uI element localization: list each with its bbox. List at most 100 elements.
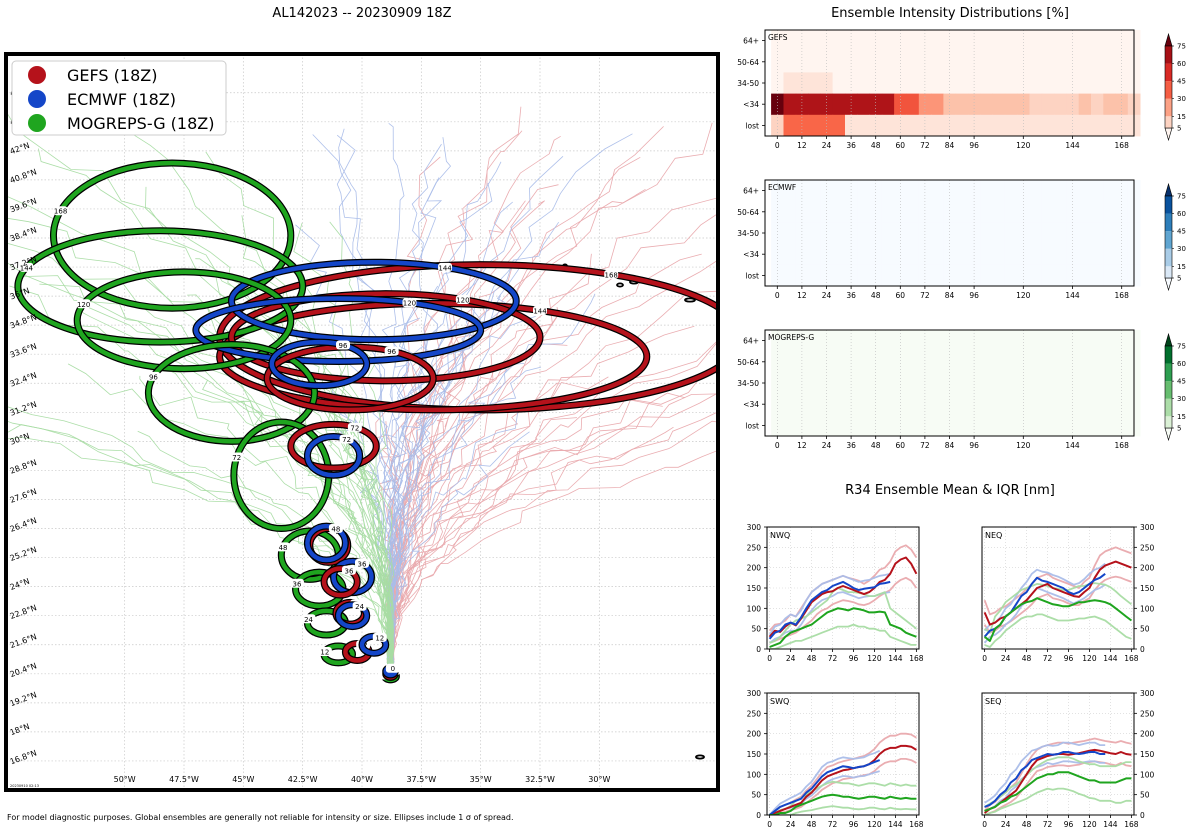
ellipse-gefs-120h: 120 [227, 290, 544, 385]
map-lat-tick: 26.4°N [9, 516, 38, 534]
heatmap-cell [857, 72, 870, 94]
colorbar-tick-label: 30 [1177, 95, 1186, 103]
heatmap-cell [894, 351, 907, 373]
ellipse-hour-label: 36 [344, 567, 353, 575]
ellipse-label-box [339, 434, 354, 444]
ellipse-hour-label: 144 [20, 264, 34, 272]
r34-ytick-label: 100 [1140, 604, 1155, 613]
ellipse-hour-label: 168 [54, 208, 67, 216]
heatmap-cell [881, 372, 895, 394]
heatmap-cell [783, 201, 797, 223]
heatmap-cell [1103, 201, 1116, 223]
heatmap-cell [771, 330, 784, 352]
heatmap-cell [795, 30, 809, 52]
r34-xtick-label: 0 [767, 654, 772, 663]
heatmap-cell [955, 30, 969, 52]
colorbar-extend-min [1164, 277, 1173, 292]
heatmap-xtick-label: 36 [846, 291, 856, 300]
heatmap-cell [992, 180, 1006, 202]
island-outline [616, 282, 624, 288]
heatmap-cell [1004, 93, 1018, 116]
heatmap-cell [845, 264, 858, 287]
r34-xtick-label: 24 [786, 820, 796, 829]
r34-ytick-label: 300 [747, 689, 762, 698]
ellipse-hour-label: 96 [149, 373, 158, 381]
heatmap-cell [869, 180, 883, 202]
colorbar-tick-label: 30 [1177, 245, 1186, 253]
heatmap-cell [931, 93, 944, 116]
heatmap-cell [795, 330, 809, 352]
ellipse-hour-label: 96 [387, 348, 396, 356]
heatmap-cell [1054, 372, 1067, 394]
heatmap-cell [771, 72, 784, 94]
intensity-section-title: Ensemble Intensity Distributions [%] [831, 6, 1069, 21]
heatmap-cell [881, 201, 895, 223]
heatmap-cell [1066, 93, 1079, 116]
r34-xtick-label: 48 [807, 820, 817, 829]
r34-xtick-label: 72 [828, 820, 838, 829]
heatmap-cell [1091, 114, 1104, 137]
heatmap-cell [992, 51, 1006, 73]
heatmap-cell [845, 330, 858, 352]
heatmap-cell [869, 30, 883, 52]
r34-xtick-label: 96 [1064, 820, 1074, 829]
heatmap-xtick-label: 12 [797, 291, 807, 300]
r34-line-ecmwf-q25 [983, 583, 1106, 644]
heatmap-cell [1078, 51, 1092, 73]
heatmap-xtick-label: 36 [846, 441, 856, 450]
ensemble-track [202, 379, 392, 674]
heatmap-cell [881, 351, 895, 373]
heatmap-cell [1004, 414, 1018, 437]
heatmap-cell [943, 93, 957, 116]
heatmap-cell [1103, 351, 1116, 373]
r34-xtick-label: 144 [1103, 820, 1118, 829]
heatmap-cell [1078, 114, 1092, 137]
ellipse-hour-label: 144 [533, 308, 547, 316]
map-lat-tick: 42°N [9, 141, 31, 156]
heatmap-cell [955, 51, 969, 73]
heatmap-cell [931, 72, 944, 94]
ellipse-hour-label: 120 [403, 300, 416, 308]
heatmap-cell [1066, 51, 1079, 73]
heatmap-cell [955, 72, 969, 94]
heatmap-cell [771, 114, 784, 137]
heatmap-cell [968, 330, 981, 352]
heatmap-cell [771, 180, 784, 202]
heatmap-cell [1041, 93, 1055, 116]
heatmap-mogreps-g: 0 12 24 36 48 60 72 84 96 120 144 168 64+ 50-64 34-50 <… [737, 329, 1186, 450]
heatmap-cell [1078, 393, 1092, 416]
heatmap-cell [820, 180, 834, 202]
heatmap-cell [1091, 222, 1104, 244]
heatmap-cell [1078, 414, 1092, 437]
heatmap-cell [857, 93, 870, 116]
colorbar-extend-max [1164, 182, 1173, 197]
ellipse-hour-label: 12 [320, 649, 329, 657]
heatmap-cell [1029, 93, 1043, 116]
r34-ytick-label: 150 [1140, 584, 1155, 593]
ellipse-mogreps-g-120h: 120 [73, 268, 295, 373]
heatmap-xtick-label: 24 [822, 141, 832, 150]
colorbar-tick-label: 5 [1177, 125, 1181, 133]
heatmap-cell [1054, 93, 1067, 116]
heatmap-cell [906, 114, 920, 137]
heatmap-cell [1004, 330, 1018, 352]
heatmap-cell [1115, 264, 1129, 287]
r34-line-mogreps-g-mean [769, 607, 917, 648]
r34-plot-area [767, 527, 919, 649]
heatmap-cell [869, 201, 883, 223]
ellipse-label-box [347, 422, 362, 432]
heatmap-cell [857, 30, 870, 52]
heatmap-xtick-label: 24 [822, 441, 832, 450]
heatmap-cell [968, 414, 981, 437]
heatmap-xtick-label: 72 [920, 291, 930, 300]
heatmap-cell [943, 222, 957, 244]
heatmap-xtick-label: 0 [775, 441, 780, 450]
heatmap-cell [1078, 330, 1092, 352]
map-lon-tick: 40°W [351, 775, 373, 784]
colorbar-segment [1165, 81, 1172, 99]
ellipse-gefs-72h: 72 [287, 420, 380, 472]
heatmap-cell [1115, 114, 1129, 137]
r34-ytick-label: 150 [1140, 750, 1155, 759]
r34-ytick-label: 300 [747, 523, 762, 532]
heatmap-cell [1091, 180, 1104, 202]
